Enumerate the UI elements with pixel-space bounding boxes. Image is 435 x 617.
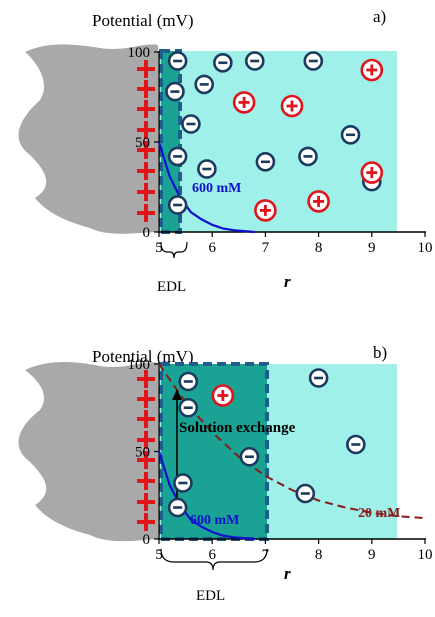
negative-ion [178, 397, 199, 418]
x-tick-label: 6 [208, 547, 216, 563]
x-tick-label: 7 [262, 240, 270, 256]
panel-a-y-ticks: 0 50 100 [128, 45, 159, 241]
negative-ion [167, 497, 188, 518]
negative-ion [213, 52, 233, 73]
panel-b-exchange-arrowhead [172, 389, 182, 400]
panel-a-tag: a) [373, 7, 386, 26]
positive-ion [211, 384, 235, 407]
negative-ion [340, 125, 361, 145]
negative-ion [167, 51, 188, 71]
panel-b-surface-charges [137, 370, 155, 531]
x-tick-label: 9 [368, 240, 376, 256]
panel-b-curve-600mM [157, 451, 255, 541]
x-tick-label: 8 [315, 240, 323, 256]
panel-a-curve-600mM [157, 141, 255, 234]
panel-b-x-title: r [284, 564, 291, 583]
panel-b-y-ticks: 0 50 100 [128, 357, 159, 548]
panel-a-solution-region [159, 51, 397, 232]
panel-b-exchange-label: Solution exchange [179, 420, 296, 436]
surface-positive-charge [137, 80, 155, 98]
surface-positive-charge [137, 451, 155, 469]
panel-a-y-title: Potential (mV) [92, 11, 194, 30]
panel-a-x-ticks: 5 6 7 8 9 10 [155, 232, 433, 256]
positive-ion [360, 58, 384, 82]
panel-a-edl-label: EDL [157, 279, 186, 295]
negative-ion [165, 81, 185, 102]
y-tick-label: 0 [143, 532, 151, 548]
positive-ion [280, 94, 304, 118]
panel-b-ions [167, 368, 366, 518]
panel-a-curve-label: 600 mM [192, 181, 241, 196]
panel-b-curve2-label: 20 mM [358, 506, 400, 521]
panel-b-edl-brace [160, 548, 268, 571]
surface-positive-charge [137, 60, 155, 78]
x-tick-label: 9 [368, 547, 376, 563]
negative-ion [244, 51, 265, 71]
x-tick-label: 8 [315, 547, 323, 563]
x-tick-label: 5 [155, 240, 163, 256]
negative-ion [295, 483, 316, 504]
panel-b-tag: b) [373, 343, 387, 362]
x-tick-label: 10 [418, 240, 433, 256]
surface-positive-charge [137, 121, 155, 139]
negative-ion [167, 195, 188, 215]
panel-a-x-title: r [284, 272, 291, 291]
y-tick-label: 0 [143, 225, 151, 241]
negative-ion [194, 74, 215, 95]
negative-ion [181, 114, 201, 134]
y-tick-label: 100 [128, 357, 151, 373]
surface-positive-charge [137, 493, 155, 511]
positive-ion [232, 91, 256, 114]
negative-ion [255, 152, 276, 172]
panel-b-x-ticks: 5 6 7 8 9 10 [155, 539, 433, 563]
positive-ion [307, 190, 330, 213]
surface-positive-charge [137, 100, 155, 118]
panel-a: Potential (mV) a) 0 50 100 5 6 7 8 9 10 r 600 m… [18, 7, 433, 295]
surface-positive-charge [137, 141, 155, 159]
negative-ion [167, 146, 188, 167]
y-tick-label: 100 [128, 45, 151, 61]
negative-ion [346, 434, 366, 455]
negative-ion [178, 371, 199, 392]
panel-b-curve-label: 600 mM [190, 513, 239, 528]
surface-positive-charge [137, 513, 155, 531]
x-tick-label: 5 [155, 547, 163, 563]
surface-positive-charge [137, 162, 155, 180]
positive-ion [254, 199, 277, 222]
positive-ion [360, 161, 384, 184]
panel-a-ions [165, 51, 384, 222]
surface-positive-charge [137, 410, 155, 428]
surface-positive-charge [137, 472, 155, 490]
surface-positive-charge [137, 390, 155, 408]
negative-ion [303, 51, 324, 71]
x-tick-label: 10 [418, 547, 433, 563]
panel-b-particle-surface [18, 362, 158, 542]
surface-positive-charge [137, 204, 155, 222]
negative-ion [308, 368, 329, 388]
negative-ion [239, 446, 260, 467]
surface-positive-charge [137, 370, 155, 388]
y-tick-label: 50 [135, 135, 150, 151]
panel-b-edl-label: EDL [196, 588, 225, 604]
surface-positive-charge [137, 431, 155, 449]
negative-ion [173, 473, 193, 493]
panel-b-y-title: Potential (mV) [92, 347, 194, 366]
negative-ion [298, 146, 318, 167]
surface-positive-charge [137, 183, 155, 201]
x-tick-label: 6 [208, 240, 216, 256]
panel-a-edl-brace [160, 241, 188, 259]
panel-b-curve-20mM [158, 363, 426, 519]
negative-ion [197, 159, 217, 179]
panel-a-surface-charges [137, 60, 155, 222]
panel-a-particle-surface [18, 44, 158, 234]
y-tick-label: 50 [135, 445, 150, 461]
